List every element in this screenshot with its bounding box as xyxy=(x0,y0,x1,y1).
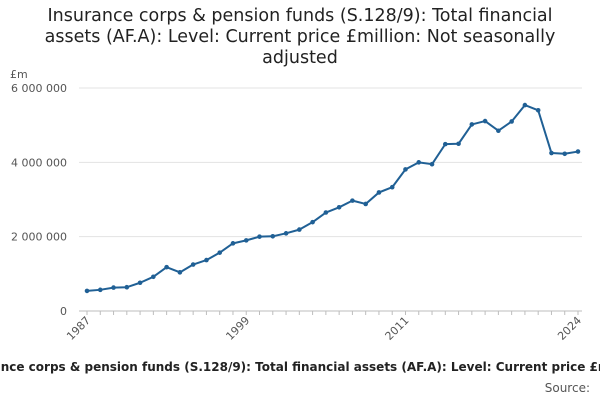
data-point[interactable] xyxy=(575,149,581,154)
data-point[interactable] xyxy=(137,280,143,286)
data-point[interactable] xyxy=(111,285,116,290)
data-point[interactable] xyxy=(323,210,329,215)
chart-title: Insurance corps & pension funds (S.128/9… xyxy=(44,6,556,68)
data-point[interactable] xyxy=(310,219,315,225)
data-point[interactable] xyxy=(151,274,156,280)
x-tick-label: 2024 xyxy=(555,314,584,343)
series-layer xyxy=(84,102,581,294)
data-point[interactable] xyxy=(230,241,236,246)
axes xyxy=(79,310,582,315)
data-point[interactable] xyxy=(429,161,435,167)
y-tick-label: 4 000 000 xyxy=(11,156,67,169)
y-tick-label: 0 xyxy=(60,305,67,318)
data-point[interactable] xyxy=(363,201,368,207)
data-point[interactable] xyxy=(403,167,408,172)
data-point[interactable] xyxy=(84,288,90,294)
data-point[interactable] xyxy=(177,270,183,275)
x-tick-label: 1999 xyxy=(223,314,252,343)
data-point[interactable] xyxy=(257,234,262,239)
data-point[interactable] xyxy=(217,250,223,255)
data-point[interactable] xyxy=(522,102,528,108)
x-tick-label: 1987 xyxy=(64,314,93,343)
data-point[interactable] xyxy=(442,141,448,147)
data-point[interactable] xyxy=(496,128,501,134)
x-tick-label: 2011 xyxy=(383,314,412,343)
data-point[interactable] xyxy=(376,190,382,195)
y-tick-label: 6 000 000 xyxy=(11,82,67,95)
data-point[interactable] xyxy=(336,205,342,210)
data-point[interactable] xyxy=(416,160,422,165)
data-point[interactable] xyxy=(482,118,488,124)
data-point[interactable] xyxy=(164,264,169,270)
data-point[interactable] xyxy=(535,108,541,113)
source-label: Source: xyxy=(544,381,590,395)
y-tick-label: 2 000 000 xyxy=(11,231,67,244)
x-tick-labels: 1987 1999 2011 2024 xyxy=(64,314,584,343)
y-axis-unit-label: £m xyxy=(10,68,28,81)
data-point[interactable] xyxy=(243,238,249,243)
gridlines xyxy=(79,87,582,238)
data-point[interactable] xyxy=(204,257,209,263)
data-point[interactable] xyxy=(270,233,276,239)
legend: Insurance corps & pension funds (S.128/9… xyxy=(0,360,600,378)
data-point[interactable] xyxy=(190,262,196,267)
y-tick-labels: 0 2 000 000 4 000 000 6 000 000 xyxy=(11,82,67,318)
legend-label: Insurance corps & pension funds (S.128/9… xyxy=(0,360,600,374)
data-point[interactable] xyxy=(350,198,355,203)
data-point[interactable] xyxy=(297,227,302,232)
data-point[interactable] xyxy=(389,184,395,190)
data-point[interactable] xyxy=(97,287,103,293)
data-point[interactable] xyxy=(124,284,130,290)
data-point[interactable] xyxy=(456,141,461,147)
data-point[interactable] xyxy=(549,150,554,156)
data-point[interactable] xyxy=(509,119,514,124)
data-point[interactable] xyxy=(562,151,568,157)
series-line xyxy=(86,104,579,292)
data-point[interactable] xyxy=(283,231,289,236)
data-point[interactable] xyxy=(469,122,475,127)
